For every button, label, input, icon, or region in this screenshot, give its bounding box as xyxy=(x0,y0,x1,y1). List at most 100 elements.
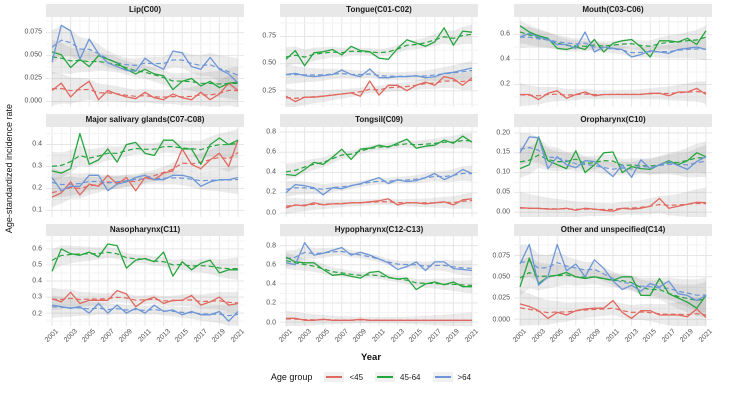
confidence-ribbon xyxy=(52,128,238,181)
x-tick-label: 2017 xyxy=(426,328,443,345)
y-tick-label: 0.1 xyxy=(32,206,42,214)
x-tick-label: 2021 xyxy=(463,328,480,345)
y-axis-ticks: 0.2 0.4 0.6 xyxy=(484,17,514,107)
trend-line->64 xyxy=(51,176,239,185)
y-tick-label: 0.0 xyxy=(266,209,276,217)
series-group xyxy=(51,24,239,107)
data-line-45-64 xyxy=(51,51,239,91)
y-tick-label: 0.2 xyxy=(500,80,510,88)
x-tick-label: 2013 xyxy=(389,328,406,345)
y-tick-label: 0.5 xyxy=(32,261,42,269)
data-line->64 xyxy=(285,242,473,272)
y-tick-label: 0.3 xyxy=(32,293,42,301)
y-tick-label: 0.075 xyxy=(492,252,510,260)
x-tick-label: 2011 xyxy=(605,328,621,344)
facet-panel: Nasopharynx(C11) 0.2 0.3 0.4 0.5 0.6 2001 2003 2… xyxy=(16,223,246,353)
trend-line-<45 xyxy=(519,307,707,316)
y-tick-label: 0.2 xyxy=(32,184,42,192)
y-tick-label: 0.000 xyxy=(24,97,42,105)
data-line-<45 xyxy=(285,75,473,103)
y-tick-label: 0.050 xyxy=(24,51,42,59)
confidence-ribbon xyxy=(52,164,238,197)
y-tick-label: 0.75 xyxy=(262,32,276,40)
plot-panel xyxy=(514,16,712,107)
data-line->64 xyxy=(519,31,707,58)
x-axis-ticks: 2001 2003 2005 2007 2009 2011 2013 2015 2017 2019… xyxy=(512,326,714,352)
x-tick-label: 2019 xyxy=(445,328,462,345)
y-tick-label: 0.2 xyxy=(266,299,276,307)
x-tick-label: 2003 xyxy=(530,328,547,345)
series-group xyxy=(51,128,239,207)
series-group xyxy=(519,20,707,106)
data-line->64 xyxy=(51,174,239,191)
y-axis-ticks: 0.0 0.2 0.4 0.6 0.8 xyxy=(250,127,280,217)
y-tick-label: 0.0 xyxy=(266,319,276,327)
x-tick-label: 2011 xyxy=(371,328,387,344)
y-tick-label: 0.075 xyxy=(24,28,42,36)
data-line-<45 xyxy=(285,197,473,209)
facet-strip-title: Mouth(C03-C06) xyxy=(514,4,712,17)
data-line-<45 xyxy=(519,300,707,320)
trend-line-45-64 xyxy=(519,153,707,167)
confidence-ribbon xyxy=(286,70,472,107)
facet-strip-title: Hypopharynx(C12-C13) xyxy=(280,223,478,237)
x-tick-label: 2019 xyxy=(679,328,696,345)
x-axis-ticks: 2001 2003 2005 2007 2009 2011 2013 2015 2017 2019… xyxy=(44,326,246,352)
plot-panel xyxy=(514,126,712,217)
confidence-ribbon xyxy=(52,71,238,107)
trend-line-45-64 xyxy=(51,142,239,167)
facet-strip-title: Lip(C00) xyxy=(46,4,244,17)
confidence-ribbon xyxy=(52,137,238,207)
legend-label: 45-64 xyxy=(400,372,421,382)
y-tick-label: 0.4 xyxy=(500,55,510,63)
plot-panel xyxy=(46,126,244,217)
trend-line-<45 xyxy=(519,202,707,210)
legend-line-icon xyxy=(377,376,394,379)
facet-panel: Tongsil(C09) 0.0 0.2 0.4 0.6 0.8 xyxy=(250,113,478,217)
data-line-45-64 xyxy=(285,256,472,291)
y-tick-label: 0.6 xyxy=(266,261,276,269)
legend-line-swatch xyxy=(375,372,396,383)
x-tick-label: 2021 xyxy=(229,328,246,345)
series-group xyxy=(285,132,473,214)
x-tick-label: 2007 xyxy=(567,328,584,345)
y-axis-title-text: Age-standardized incidence rate xyxy=(4,104,14,234)
facet-panel: Hypopharynx(C12-C13) 0.0 0.2 0.4 0.6 0.8 2001 2… xyxy=(250,223,480,353)
data-line-45-64 xyxy=(51,132,239,174)
facet-strip-title: Oropharynx(C10) xyxy=(514,113,712,127)
trend-line->64 xyxy=(51,39,239,76)
y-tick-label: 0.10 xyxy=(496,168,510,176)
y-axis-ticks: 0.25 0.50 0.75 xyxy=(250,17,280,107)
x-tick-label: 2009 xyxy=(586,328,603,345)
data-line-<45 xyxy=(51,80,239,101)
y-tick-label: 0.2 xyxy=(32,310,42,318)
x-tick-label: 2007 xyxy=(99,328,116,345)
x-tick-label: 2017 xyxy=(192,328,209,345)
x-axis-title: Year xyxy=(360,352,382,364)
confidence-ribbon xyxy=(520,132,706,178)
series-group xyxy=(51,243,239,327)
data-line-<45 xyxy=(519,197,707,212)
facet-strip-title: Tongue(C01-C02) xyxy=(280,4,478,17)
legend-title: Age group xyxy=(270,372,313,383)
y-axis-ticks: 0.2 0.3 0.4 0.5 0.6 xyxy=(16,236,46,326)
x-axis-ticks: 2001 2003 2005 2007 2009 2011 2013 2015 2017 2019… xyxy=(278,326,480,352)
legend-line-swatch xyxy=(324,372,345,383)
data-line-45-64 xyxy=(51,243,238,278)
facet-grid: Lip(C00) 0.000 0.025 0.050 0.075 Tongue(C01-C… xyxy=(16,4,726,352)
plot-panel xyxy=(280,236,478,327)
legend-line-icon xyxy=(326,376,343,379)
y-tick-label: 0.6 xyxy=(500,30,510,38)
confidence-ribbon xyxy=(286,192,472,214)
confidence-ribbon xyxy=(52,245,238,281)
trend-line->64 xyxy=(519,146,707,170)
y-axis-ticks: 0.0 0.2 0.4 0.6 0.8 xyxy=(250,236,280,326)
trend-line->64 xyxy=(285,172,473,190)
confidence-ribbon xyxy=(286,165,472,198)
trend-line-<45 xyxy=(51,297,239,304)
facet-panel: Tongue(C01-C02) 0.25 0.50 0.75 xyxy=(250,4,478,107)
series-group xyxy=(285,242,473,327)
x-tick-label: 2009 xyxy=(352,328,369,345)
facet-panel: Major salivary glands(C07-C08) 0.1 0.2 0.3 0… xyxy=(16,113,244,217)
data-line->64 xyxy=(51,24,239,84)
